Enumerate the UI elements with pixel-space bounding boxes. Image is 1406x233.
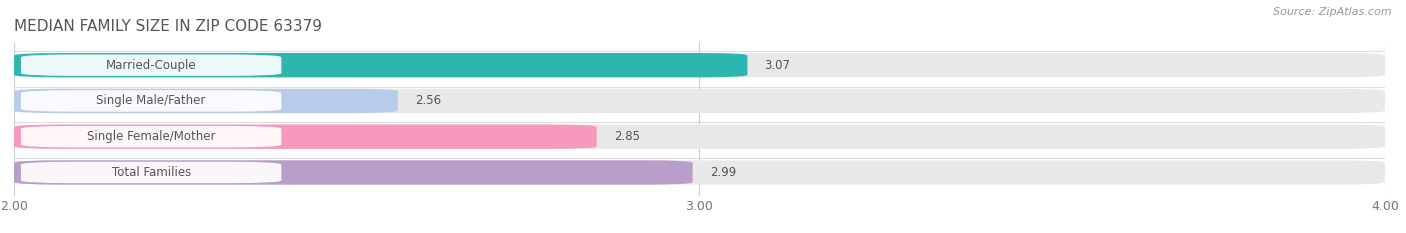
FancyBboxPatch shape [21, 90, 281, 112]
FancyBboxPatch shape [14, 89, 1385, 113]
Text: Married-Couple: Married-Couple [105, 59, 197, 72]
FancyBboxPatch shape [14, 53, 748, 77]
FancyBboxPatch shape [14, 53, 1385, 77]
Text: Single Male/Father: Single Male/Father [97, 94, 205, 107]
Text: 2.85: 2.85 [614, 130, 640, 143]
Text: MEDIAN FAMILY SIZE IN ZIP CODE 63379: MEDIAN FAMILY SIZE IN ZIP CODE 63379 [14, 19, 322, 34]
Text: 2.99: 2.99 [710, 166, 735, 179]
FancyBboxPatch shape [14, 160, 693, 185]
FancyBboxPatch shape [14, 125, 596, 149]
Text: Source: ZipAtlas.com: Source: ZipAtlas.com [1274, 7, 1392, 17]
Text: Total Families: Total Families [111, 166, 191, 179]
FancyBboxPatch shape [21, 162, 281, 183]
Text: 3.07: 3.07 [765, 59, 790, 72]
FancyBboxPatch shape [21, 55, 281, 76]
FancyBboxPatch shape [14, 125, 1385, 149]
FancyBboxPatch shape [14, 160, 1385, 185]
Text: 2.56: 2.56 [415, 94, 441, 107]
FancyBboxPatch shape [14, 89, 398, 113]
FancyBboxPatch shape [21, 126, 281, 147]
Text: Single Female/Mother: Single Female/Mother [87, 130, 215, 143]
